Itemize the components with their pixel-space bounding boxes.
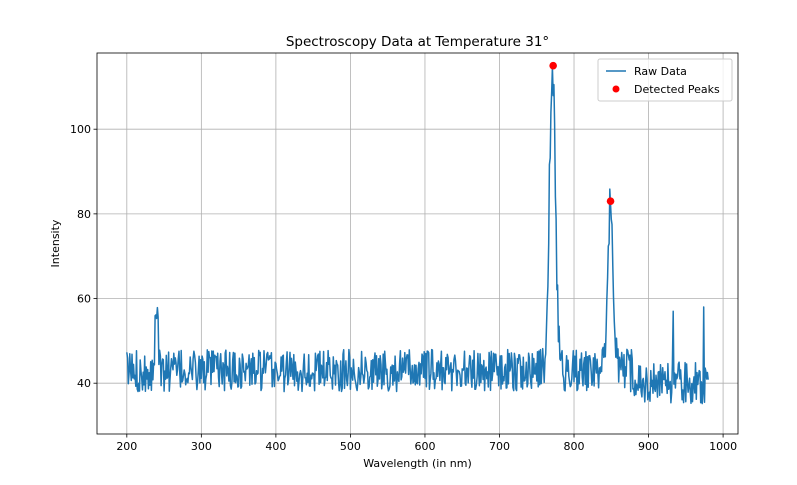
y-axis-title: Intensity (49, 219, 62, 267)
tick-layer: 200 300 400 500 600 700 800 900 1000 40 60 80 100 (70, 123, 737, 453)
x-tick-label: 700 (489, 440, 510, 453)
plot-frame (96, 52, 739, 435)
x-tick-label: 1000 (709, 440, 737, 453)
y-tick-label: 40 (77, 377, 91, 390)
detected-peak-marker (606, 197, 615, 205)
x-axis-title: Wavelength (in nm) (363, 457, 472, 470)
legend-box (597, 58, 733, 102)
peak-layer (549, 61, 615, 205)
y-tick-label: 100 (70, 123, 91, 136)
legend: Raw Data Detected Peaks (597, 58, 733, 102)
legend-label-detected-peaks: Detected Peaks (634, 83, 720, 96)
x-tick-label: 600 (414, 440, 435, 453)
x-tick-label: 800 (564, 440, 585, 453)
y-tick-label: 80 (77, 208, 91, 221)
x-tick-label: 300 (191, 440, 212, 453)
y-tick-label: 60 (77, 293, 91, 306)
legend-label-raw-data: Raw Data (634, 65, 687, 78)
chart-title: Spectroscopy Data at Temperature 31° (286, 34, 549, 50)
raw-data-line (126, 66, 709, 405)
legend-dot-swatch (612, 85, 620, 93)
x-tick-label: 200 (116, 440, 137, 453)
line-layer (126, 66, 709, 405)
x-tick-label: 900 (638, 440, 659, 453)
detected-peak-marker (549, 61, 557, 70)
x-tick-label: 400 (265, 440, 286, 453)
x-tick-label: 500 (340, 440, 361, 453)
